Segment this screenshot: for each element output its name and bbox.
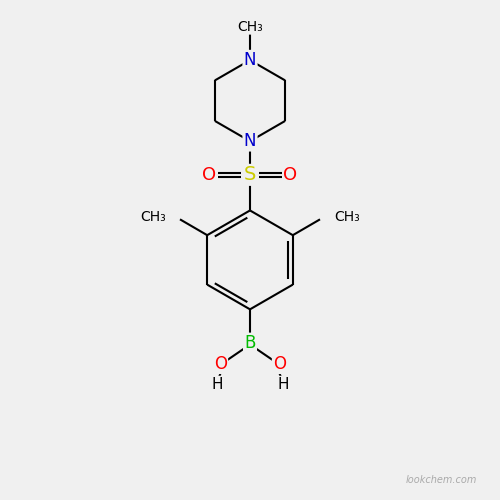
- Text: H: H: [211, 377, 222, 392]
- Text: N: N: [244, 51, 256, 69]
- Text: S: S: [244, 166, 256, 184]
- Text: CH₃: CH₃: [140, 210, 166, 224]
- Text: CH₃: CH₃: [334, 210, 359, 224]
- Text: O: O: [214, 354, 227, 372]
- Text: O: O: [202, 166, 216, 184]
- Text: CH₃: CH₃: [237, 20, 263, 34]
- Text: O: O: [284, 166, 298, 184]
- Text: O: O: [273, 354, 286, 372]
- Text: N: N: [244, 132, 256, 150]
- Text: H: H: [278, 377, 289, 392]
- Text: B: B: [244, 334, 256, 352]
- Text: lookchem.com: lookchem.com: [406, 475, 477, 485]
